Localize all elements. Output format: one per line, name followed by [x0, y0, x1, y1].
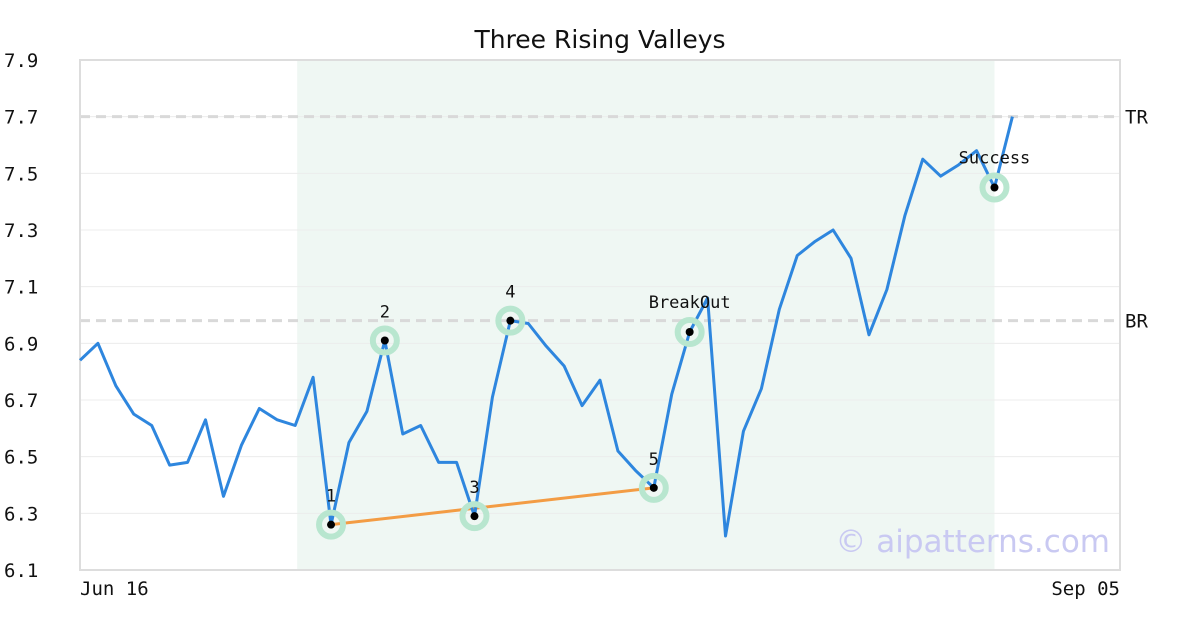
y-axis: 6.1 6.3 6.5 6.7 6.9 7.1 7.3 7.5 7.7 7.9: [4, 50, 38, 582]
y-tick-label: 7.9: [4, 50, 38, 72]
marker-label: 2: [380, 303, 390, 323]
levels: TR BR: [80, 107, 1148, 333]
y-tick-label: 6.1: [4, 560, 38, 582]
level-label-br: BR: [1125, 311, 1148, 333]
watermark: © aipatterns.com: [835, 524, 1110, 560]
marker-dot: [327, 520, 336, 529]
marker-dot: [506, 316, 515, 325]
marker-ring: [979, 172, 1010, 203]
marker-ring: [674, 317, 705, 347]
price-line-series: [78, 116, 1014, 538]
marker-label: 4: [505, 283, 515, 303]
marker-dot: [380, 336, 389, 345]
marker-label: BreakOut: [649, 293, 731, 313]
level-label-tr: TR: [1125, 107, 1148, 129]
chart-title: Three Rising Valleys: [473, 25, 725, 54]
marker-ring: [459, 501, 490, 532]
y-tick-label: 7.7: [4, 107, 38, 129]
y-tick-label: 6.7: [4, 390, 38, 412]
x-tick-label: Jun 16: [80, 578, 149, 600]
marker-ring: [369, 325, 400, 356]
y-tick-label: 7.3: [4, 220, 38, 242]
y-tick-label: 7.5: [4, 163, 38, 185]
pattern-markers: 1 2 3 4 5 BreakOut Success: [316, 149, 1031, 540]
marker-label: 1: [326, 487, 336, 507]
y-tick-label: 6.9: [4, 333, 38, 355]
marker-label: 5: [649, 450, 659, 470]
y-tick-label: 7.1: [4, 277, 38, 299]
marker-ring: [495, 305, 526, 336]
y-tick-label: 6.5: [4, 447, 38, 469]
marker-dot: [990, 183, 999, 192]
marker-label: Success: [959, 149, 1031, 169]
marker-dot: [649, 483, 658, 492]
marker-dot: [470, 512, 479, 521]
marker-dot: [685, 328, 694, 336]
y-tick-label: 6.3: [4, 503, 38, 525]
marker-ring: [638, 472, 669, 503]
x-axis: Jun 16 Sep 05: [80, 578, 1120, 600]
marker-label: 3: [469, 478, 479, 498]
valley-trendline: [330, 486, 654, 527]
marker-ring: [316, 509, 347, 540]
plot-frame: [79, 59, 1121, 571]
x-tick-label: Sep 05: [1051, 578, 1120, 600]
